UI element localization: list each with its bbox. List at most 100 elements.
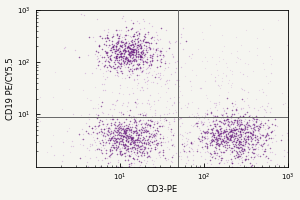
Point bbox=[232, 118, 237, 122]
Point bbox=[148, 53, 153, 56]
Point bbox=[124, 140, 128, 143]
Point bbox=[122, 128, 127, 131]
Point bbox=[112, 103, 117, 107]
Point bbox=[77, 55, 82, 58]
Point bbox=[113, 48, 118, 52]
Point bbox=[243, 134, 248, 138]
Point bbox=[237, 157, 242, 161]
Point bbox=[203, 130, 208, 133]
Point bbox=[127, 122, 132, 125]
Point bbox=[128, 147, 133, 150]
Point bbox=[134, 144, 139, 147]
Point bbox=[148, 149, 153, 152]
Point bbox=[124, 137, 129, 140]
Point bbox=[247, 115, 251, 118]
Point bbox=[266, 157, 270, 160]
Point bbox=[166, 79, 171, 82]
Point bbox=[124, 123, 129, 126]
Point bbox=[112, 133, 117, 136]
Point bbox=[215, 142, 220, 145]
Point bbox=[138, 155, 143, 158]
Point bbox=[108, 130, 113, 133]
Point bbox=[116, 138, 121, 141]
Point bbox=[237, 127, 242, 131]
Point bbox=[101, 112, 106, 115]
Point bbox=[138, 118, 142, 121]
Point bbox=[117, 122, 122, 125]
Point bbox=[126, 46, 131, 49]
Point bbox=[129, 139, 134, 142]
Point bbox=[134, 66, 139, 69]
Point bbox=[248, 147, 253, 150]
Point bbox=[257, 131, 262, 134]
Point bbox=[214, 165, 219, 168]
Point bbox=[227, 143, 232, 147]
Point bbox=[154, 120, 159, 123]
Point bbox=[159, 122, 164, 125]
Point bbox=[130, 115, 135, 119]
Point bbox=[169, 139, 174, 142]
Point bbox=[117, 28, 122, 31]
Point bbox=[130, 26, 134, 29]
Point bbox=[248, 161, 253, 164]
Point bbox=[222, 135, 226, 138]
Point bbox=[155, 48, 160, 51]
Point bbox=[205, 165, 210, 168]
Point bbox=[222, 119, 227, 122]
Point bbox=[120, 131, 125, 135]
Point bbox=[118, 62, 123, 65]
Point bbox=[214, 135, 218, 138]
Point bbox=[239, 147, 244, 150]
Point bbox=[264, 165, 269, 168]
Point bbox=[146, 153, 151, 156]
Point bbox=[221, 72, 226, 75]
Point bbox=[158, 53, 163, 57]
Point bbox=[109, 129, 113, 132]
Point bbox=[153, 73, 158, 76]
Point bbox=[139, 130, 144, 134]
Point bbox=[140, 128, 145, 131]
Point bbox=[159, 140, 164, 143]
Point bbox=[206, 128, 211, 131]
Point bbox=[176, 95, 181, 99]
Point bbox=[100, 48, 105, 51]
Point bbox=[90, 165, 94, 168]
Point bbox=[245, 137, 250, 140]
Point bbox=[112, 123, 116, 126]
Point bbox=[109, 124, 113, 127]
Point bbox=[96, 60, 100, 64]
Point bbox=[195, 137, 200, 140]
Point bbox=[226, 123, 231, 126]
Point bbox=[139, 85, 144, 89]
Point bbox=[124, 148, 129, 151]
Point bbox=[134, 132, 139, 135]
Point bbox=[244, 28, 248, 32]
Point bbox=[120, 103, 125, 107]
Point bbox=[113, 56, 118, 59]
Point bbox=[113, 45, 118, 48]
Point bbox=[121, 134, 126, 137]
Point bbox=[197, 139, 202, 142]
Point bbox=[243, 118, 248, 121]
Point bbox=[255, 147, 260, 150]
Point bbox=[238, 70, 242, 73]
Point bbox=[127, 41, 132, 45]
Point bbox=[163, 165, 168, 168]
Point bbox=[250, 69, 255, 72]
Point bbox=[226, 137, 231, 140]
Point bbox=[120, 153, 124, 156]
Point bbox=[204, 129, 209, 133]
Point bbox=[134, 19, 139, 23]
Point bbox=[215, 73, 220, 77]
Point bbox=[120, 147, 125, 150]
Point bbox=[125, 56, 130, 59]
Point bbox=[124, 127, 129, 130]
Point bbox=[124, 134, 129, 137]
Point bbox=[231, 145, 236, 148]
Point bbox=[225, 81, 230, 84]
Point bbox=[105, 122, 110, 125]
Point bbox=[169, 137, 173, 141]
Point bbox=[130, 125, 134, 128]
Point bbox=[142, 32, 147, 36]
Point bbox=[191, 142, 196, 145]
